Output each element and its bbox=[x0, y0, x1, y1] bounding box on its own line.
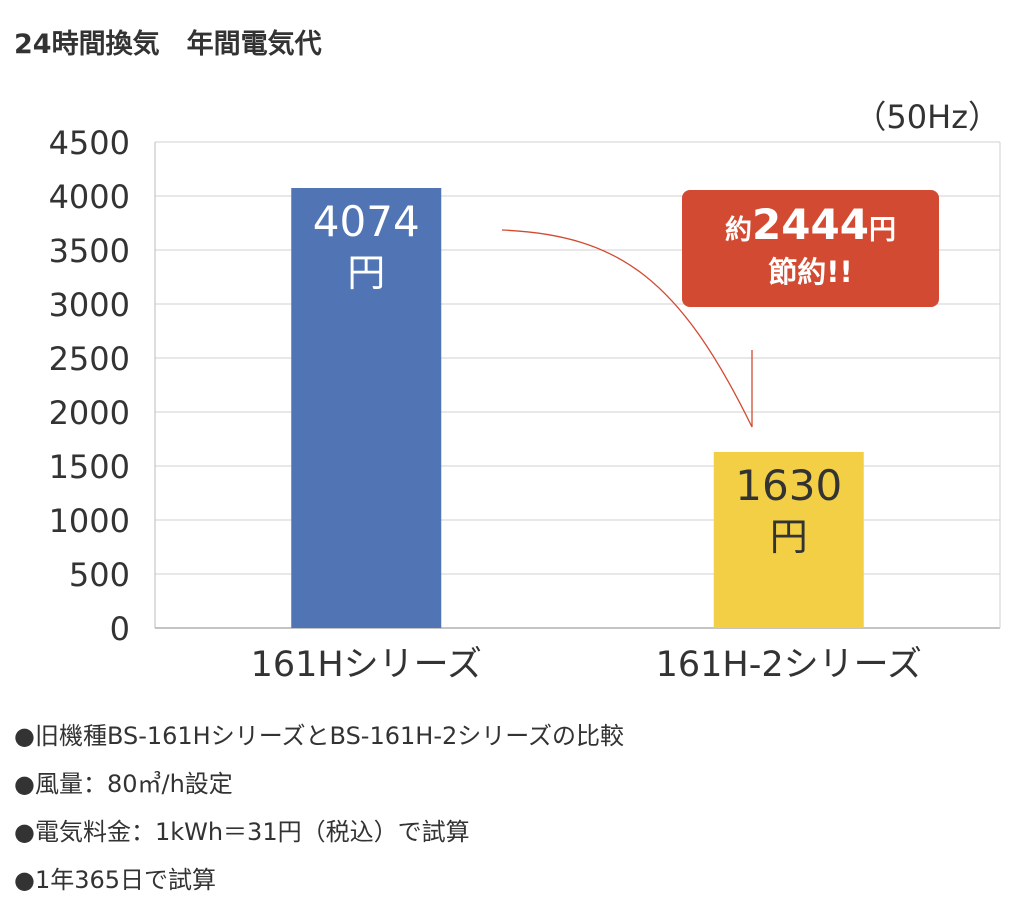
x-tick-label: 161H-2シリーズ bbox=[656, 645, 922, 685]
bar-value-unit: 円 bbox=[770, 515, 808, 559]
y-tick-label: 500 bbox=[69, 556, 130, 594]
y-tick-label: 4500 bbox=[49, 124, 130, 162]
savings-suffix: 円 bbox=[868, 215, 896, 246]
bar-chart: 0 500 1000 1500 2000 2500 3000 3500 4000 4500 407… bbox=[49, 124, 1001, 685]
savings-text: 節約!! bbox=[768, 255, 853, 289]
y-axis-ticks: 0 500 1000 1500 2000 2500 3000 3500 4000 4500 bbox=[49, 124, 130, 648]
note-item: ●1年365日で試算 bbox=[14, 866, 217, 894]
y-tick-label: 2500 bbox=[49, 340, 130, 378]
savings-amount: 2444 bbox=[752, 200, 869, 249]
bar-value-label: 1630 bbox=[735, 461, 842, 510]
y-tick-label: 2000 bbox=[49, 394, 130, 432]
chart-title: 24時間換気 年間電気代 bbox=[14, 29, 322, 60]
y-tick-label: 0 bbox=[110, 610, 130, 648]
y-tick-label: 1000 bbox=[49, 502, 130, 540]
notes-list: ●旧機種BS-161HシリーズとBS-161H-2シリーズの比較 ●風量：80㎥… bbox=[14, 712, 624, 904]
y-tick-label: 3500 bbox=[49, 232, 130, 270]
savings-arrow bbox=[501, 229, 753, 428]
note-item: ●電気料金：1kWh＝31円（税込）で試算 bbox=[14, 818, 470, 846]
savings-amount-line: 約2444円 bbox=[682, 200, 939, 250]
bar-value-unit: 円 bbox=[347, 251, 385, 295]
x-tick-label: 161Hシリーズ bbox=[251, 645, 482, 685]
x-axis-labels: 161Hシリーズ 161H-2シリーズ bbox=[251, 645, 922, 685]
frequency-label: （50Hz） bbox=[854, 98, 1000, 136]
y-tick-label: 4000 bbox=[49, 178, 130, 216]
bar-value-label: 4074 bbox=[313, 197, 420, 246]
savings-prefix: 約 bbox=[725, 215, 753, 246]
bar bbox=[291, 188, 442, 628]
bars: 4074 円 1630 円 bbox=[291, 188, 864, 628]
y-tick-label: 3000 bbox=[49, 286, 130, 324]
note-item: ●風量：80㎥/h設定 bbox=[14, 770, 233, 798]
bar bbox=[713, 451, 864, 628]
y-tick-label: 1500 bbox=[49, 448, 130, 486]
savings-callout: 約2444円 節約!! bbox=[682, 190, 939, 307]
note-item: ●旧機種BS-161HシリーズとBS-161H-2シリーズの比較 bbox=[14, 722, 625, 750]
